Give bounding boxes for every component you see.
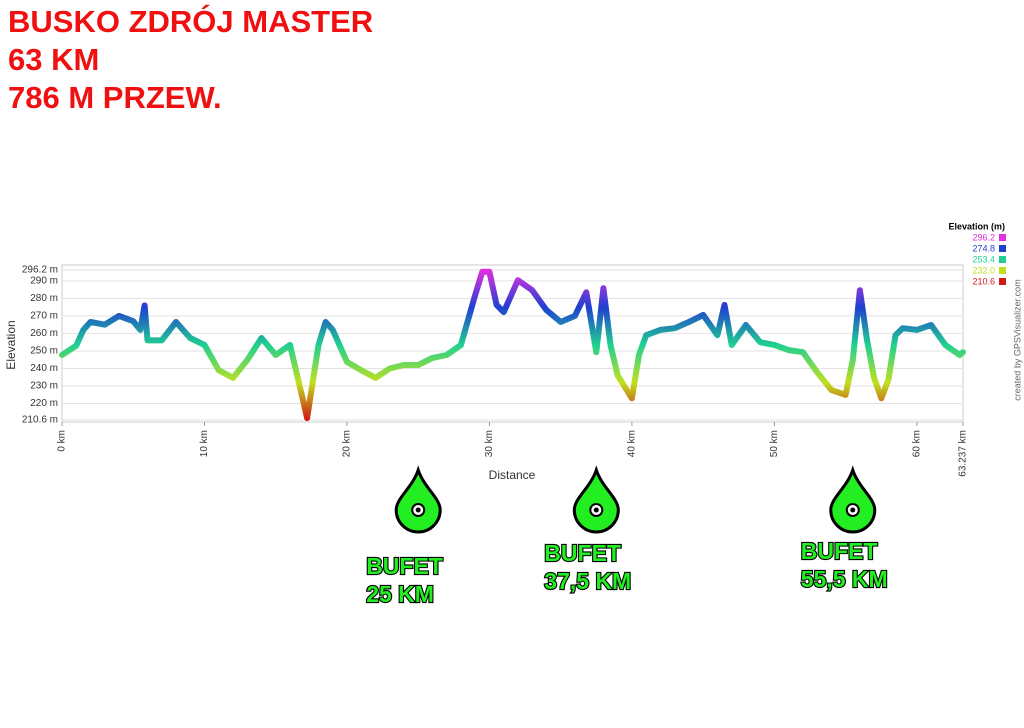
- elevation-line: [59, 268, 966, 422]
- bufet-label: BUFET: [801, 538, 878, 564]
- x-axis-label: Distance: [489, 468, 536, 482]
- x-tick-label: 30 km: [484, 430, 495, 457]
- legend-title: Elevation (m): [948, 221, 1005, 231]
- x-tick-label: 10 km: [199, 430, 210, 457]
- drop-icon: [572, 465, 620, 534]
- bufet-label: BUFET: [544, 540, 621, 566]
- legend-value: 232.0: [972, 265, 995, 275]
- x-tick-label: 63.237 km: [958, 430, 969, 477]
- y-tick-label: 270 m: [30, 311, 58, 322]
- y-axis-label: Elevation: [4, 320, 18, 369]
- y-tick-label: 230 m: [30, 381, 58, 392]
- y-tick-label: 296.2 m: [22, 265, 58, 276]
- plot-area: [61, 264, 964, 423]
- y-tick-label: 290 m: [30, 276, 58, 287]
- legend-value: 210.6: [972, 276, 995, 286]
- bufet-label: BUFET: [366, 553, 443, 579]
- x-tick-label: 60 km: [912, 430, 923, 457]
- legend-swatch: [999, 278, 1006, 285]
- legend-value: 274.8: [972, 243, 995, 253]
- x-tick-label: 40 km: [627, 430, 638, 457]
- y-tick-label: 260 m: [30, 328, 58, 339]
- drop-icon: [394, 465, 442, 534]
- drop-dot: [415, 507, 421, 513]
- drop-icon: [829, 465, 877, 534]
- y-tick-label: 250 m: [30, 346, 58, 357]
- legend-value: 296.2: [972, 232, 995, 242]
- bufet-marker: [829, 465, 877, 534]
- x-tick-label: 20 km: [342, 430, 353, 457]
- legend-swatch: [999, 245, 1006, 252]
- x-tick-label: 0 km: [57, 430, 68, 452]
- title-line: 63 KM: [8, 42, 99, 77]
- bufet-label: 25 KM: [366, 581, 434, 607]
- legend-swatch: [999, 256, 1006, 263]
- legend-swatch: [999, 267, 1006, 274]
- legend-value: 253.4: [972, 254, 995, 264]
- legend-swatch: [999, 234, 1006, 241]
- y-tick-label: 280 m: [30, 293, 58, 304]
- x-tick-label: 50 km: [769, 430, 780, 457]
- bufet-marker: [394, 465, 442, 534]
- bufet-label: 37,5 KM: [544, 568, 631, 594]
- drop-dot: [850, 507, 856, 513]
- y-tick-label: 240 m: [30, 363, 58, 374]
- bufet-label: 55,5 KM: [801, 566, 888, 592]
- bufet-marker: [572, 465, 620, 534]
- title-line: BUSKO ZDRÓJ MASTER: [8, 3, 373, 39]
- y-tick-label: 210.6 m: [22, 415, 58, 426]
- y-tick-label: 220 m: [30, 398, 58, 409]
- credit: created by GPSVisualizer.com: [1012, 279, 1022, 400]
- title-line: 786 M PRZEW.: [8, 80, 222, 115]
- drop-dot: [593, 507, 599, 513]
